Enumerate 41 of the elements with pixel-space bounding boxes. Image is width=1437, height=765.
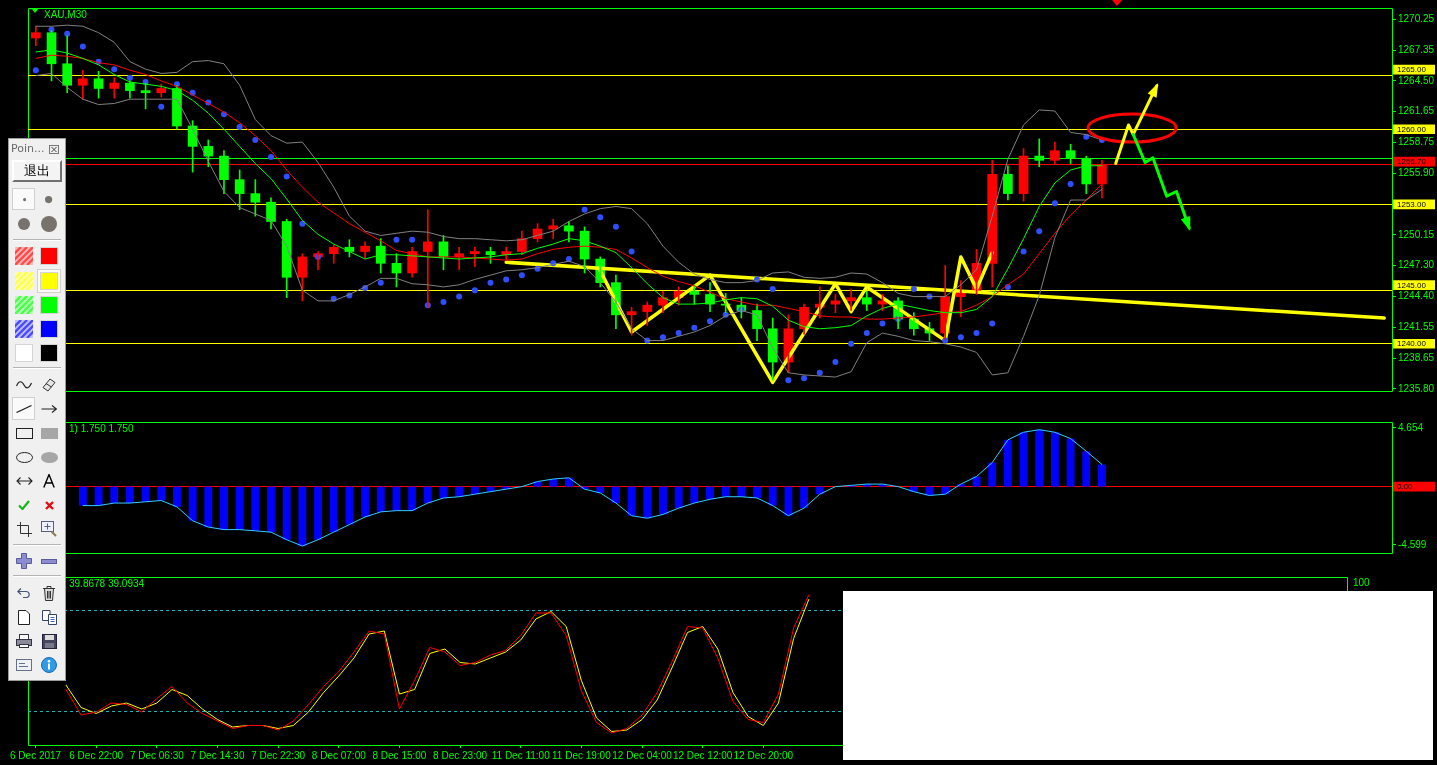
x-tick-label: 7 Dec 06:30 — [129, 749, 185, 761]
y-tick-label: 1255.90 — [1398, 166, 1435, 178]
x-tick-label: 8 Dec 23:00 — [433, 749, 488, 761]
y-tick-label: 1258.75 — [1398, 136, 1435, 148]
x-tick-label: 12 Dec 04:00 — [612, 749, 673, 761]
x-tick-label: 11 Dec 19:00 — [552, 749, 612, 761]
y-tick-label: 1261.65 — [1398, 105, 1435, 117]
x-tick-label: 11 Dec 11:00 — [491, 749, 551, 761]
x-tick-label: 12 Dec 12:00 — [672, 749, 733, 761]
button: 退出 — [12, 160, 62, 182]
toolbar: Poin... 退出 — [8, 138, 66, 681]
x-tick-label: 8 Dec 07:00 — [311, 749, 367, 761]
chart-title: 1) 1.750 1.750 — [69, 422, 134, 434]
y-tick-label: 1235.80 — [1398, 382, 1435, 394]
ref-line-label: 1253.00 — [1397, 200, 1427, 210]
y-tick-label: 4.654 — [1398, 421, 1424, 433]
annotation: Poin... — [11, 142, 45, 155]
y-tick-label: 1270.25 — [1398, 13, 1435, 25]
chart-title: 39.8678 39.0934 — [69, 577, 145, 589]
ref-line-label: 1260.00 — [1397, 124, 1427, 134]
y-tick-label: 1244.40 — [1398, 290, 1435, 302]
ref-line-label: 1256.70 — [1397, 157, 1427, 167]
x-tick-label: 6 Dec 2017 — [10, 749, 62, 761]
y-tick-label: 1241.55 — [1398, 320, 1435, 332]
x-tick-label: 7 Dec 22:30 — [251, 749, 306, 761]
x-tick-label: 8 Dec 15:00 — [372, 749, 427, 761]
x-tick-label: 6 Dec 22:00 — [69, 749, 124, 761]
ref-line-label: 0.00 — [1397, 482, 1414, 492]
y-tick-label: 1250.15 — [1398, 228, 1435, 240]
text: 100 — [1353, 576, 1371, 588]
y-tick-label: 1247.30 — [1398, 259, 1435, 271]
ref-line-label: 1240.00 — [1397, 339, 1427, 349]
x-tick-label: 12 Dec 20:00 — [733, 749, 794, 761]
ref-line-label: 1245.00 — [1397, 280, 1427, 290]
x-tick-label: 7 Dec 14:30 — [190, 749, 245, 761]
y-tick-label: 1238.65 — [1398, 352, 1435, 364]
ref-line-label: 1265.00 — [1397, 65, 1427, 75]
chart-title: XAU,M30 — [44, 8, 88, 20]
y-tick-label: -4.599 — [1398, 538, 1427, 550]
y-tick-label: 1267.35 — [1398, 44, 1435, 56]
y-tick-label: 1264.50 — [1398, 74, 1435, 86]
